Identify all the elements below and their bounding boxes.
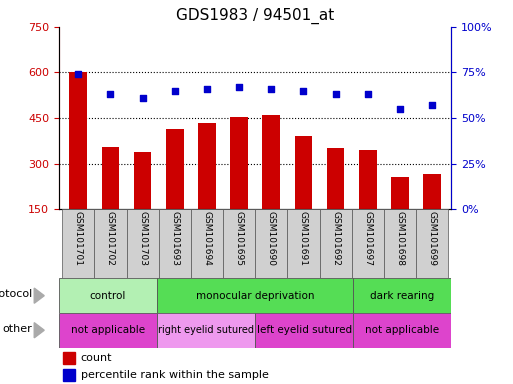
Bar [391,177,409,209]
Title: GDS1983 / 94501_at: GDS1983 / 94501_at [176,8,334,24]
Text: GSM101697: GSM101697 [363,211,372,266]
Bar [320,209,352,278]
Text: GSM101692: GSM101692 [331,211,340,266]
Bar [59,278,157,313]
Text: other: other [3,323,32,334]
Text: GSM101699: GSM101699 [428,211,437,266]
Bar [62,209,94,278]
Text: count: count [81,353,112,363]
Bar [287,209,320,278]
Point [300,88,308,94]
Text: GSM101698: GSM101698 [396,211,404,266]
Text: GSM101695: GSM101695 [234,211,244,266]
Bar [255,209,287,278]
Point [364,91,372,98]
Point [428,102,436,108]
Point [235,84,243,90]
Bar [63,352,75,364]
Bar [423,174,441,209]
Bar [157,278,353,313]
Bar [134,152,151,209]
Text: GSM101693: GSM101693 [170,211,180,266]
Text: percentile rank within the sample: percentile rank within the sample [81,370,268,380]
Bar [384,209,416,278]
Text: GSM101694: GSM101694 [203,211,211,266]
Bar [416,209,448,278]
Text: GSM101703: GSM101703 [138,211,147,266]
Bar [198,122,216,209]
Point [203,86,211,92]
Bar [94,209,127,278]
Bar [223,209,255,278]
Bar [63,369,75,381]
Point [139,95,147,101]
Point [396,106,404,112]
Text: GSM101702: GSM101702 [106,211,115,266]
Polygon shape [34,323,44,338]
Bar [255,313,353,348]
Bar [166,129,184,209]
Bar [102,147,120,209]
Point [74,71,83,78]
Bar [157,313,255,348]
Point [331,91,340,98]
Text: protocol: protocol [0,289,32,299]
Polygon shape [34,288,44,303]
Text: GSM101701: GSM101701 [74,211,83,266]
Bar [359,150,377,209]
Bar [59,313,157,348]
Text: GSM101691: GSM101691 [299,211,308,266]
Text: not applicable: not applicable [365,325,440,335]
Point [267,86,275,92]
Text: monocular deprivation: monocular deprivation [196,291,314,301]
Bar [352,209,384,278]
Bar [191,209,223,278]
Bar [69,73,87,209]
Bar [353,313,451,348]
Text: dark rearing: dark rearing [370,291,435,301]
Text: right eyelid sutured: right eyelid sutured [158,325,254,335]
Point [171,88,179,94]
Bar [230,117,248,209]
Bar [159,209,191,278]
Point [106,91,114,98]
Text: left eyelid sutured: left eyelid sutured [256,325,352,335]
Text: not applicable: not applicable [71,325,145,335]
Text: GSM101690: GSM101690 [267,211,276,266]
Text: control: control [90,291,126,301]
Bar [353,278,451,313]
Bar [263,115,280,209]
Bar [294,136,312,209]
Bar [127,209,159,278]
Bar [327,149,345,209]
